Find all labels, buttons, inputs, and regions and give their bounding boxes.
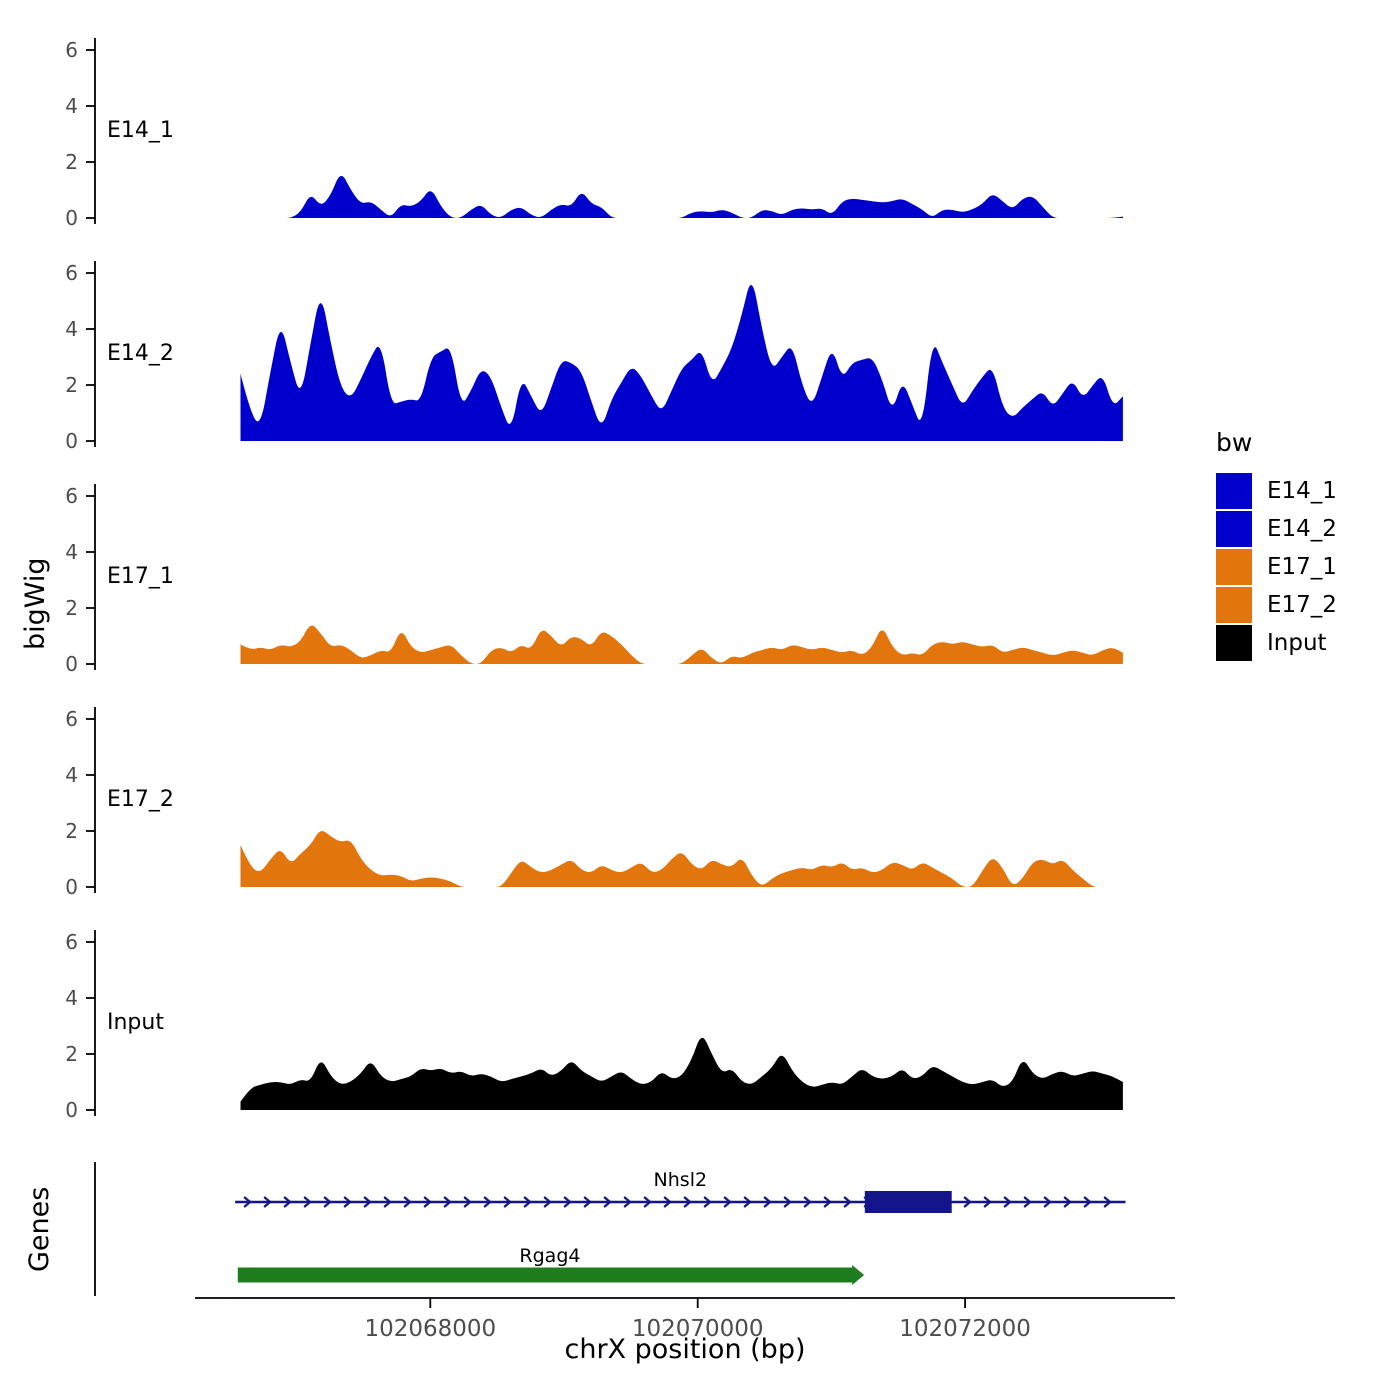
svg-text:6: 6 xyxy=(65,38,78,62)
svg-text:4: 4 xyxy=(65,540,78,564)
svg-text:4: 4 xyxy=(65,94,78,118)
legend-swatch-e17-1 xyxy=(1216,549,1252,585)
gene-label: Nhsl2 xyxy=(654,1169,708,1191)
legend: bw E14_1 E14_2 E17_1 E17_2 Input xyxy=(1216,428,1337,663)
svg-text:4: 4 xyxy=(65,317,78,341)
legend-title: bw xyxy=(1216,428,1253,457)
legend-swatch-e14-1 xyxy=(1216,473,1252,509)
track-panel-e14-2: 0 2 4 6 E14_2 xyxy=(35,255,1175,451)
track-area-chart-e14-1: 0 2 4 6 xyxy=(65,38,1123,228)
legend-label-e14-2: E14_2 xyxy=(1267,516,1337,542)
track-area-chart-e17-2: 0 2 4 6 xyxy=(65,707,1123,897)
legend-swatch-e14-2 xyxy=(1216,511,1252,547)
track-area-chart-e17-1: 0 2 4 6 xyxy=(65,484,1123,674)
svg-text:4: 4 xyxy=(65,763,78,787)
svg-text:2: 2 xyxy=(65,596,78,620)
legend-item-e14-2: E14_2 xyxy=(1216,511,1337,547)
svg-text:2: 2 xyxy=(65,373,78,397)
legend-swatch-input xyxy=(1216,625,1252,661)
svg-text:102070000: 102070000 xyxy=(632,1316,764,1342)
track-label-e17-1: E17_1 xyxy=(107,564,174,589)
track-label-e17-2: E17_2 xyxy=(107,787,174,812)
track-panel-e17-2: 0 2 4 6 E17_2 xyxy=(35,701,1175,897)
track-label-input: Input xyxy=(107,1010,164,1035)
x-axis-svg: 102068000 102070000 102072000 xyxy=(195,1297,1175,1342)
svg-text:0: 0 xyxy=(65,875,78,897)
track-panel-input: 0 2 4 6 Input xyxy=(35,924,1175,1120)
legend-label-e17-1: E17_1 xyxy=(1267,554,1337,580)
svg-text:2: 2 xyxy=(65,1042,78,1066)
legend-item-e17-1: E17_1 xyxy=(1216,549,1337,585)
legend-swatch-e17-2 xyxy=(1216,587,1252,623)
legend-label-e14-1: E14_1 xyxy=(1267,478,1337,504)
svg-text:0: 0 xyxy=(65,652,78,674)
svg-text:2: 2 xyxy=(65,150,78,174)
legend-item-e17-2: E17_2 xyxy=(1216,587,1337,623)
track-label-e14-2: E14_2 xyxy=(107,341,174,366)
svg-text:0: 0 xyxy=(65,429,78,451)
legend-item-e14-1: E14_1 xyxy=(1216,473,1337,509)
legend-label-e17-2: E17_2 xyxy=(1267,592,1337,618)
genes-panel: Nhsl2 Rgag4 xyxy=(0,1150,1400,1300)
svg-text:102068000: 102068000 xyxy=(364,1316,496,1342)
track-panel-e14-1: 0 2 4 6 E14_1 xyxy=(35,32,1175,228)
legend-item-input: Input xyxy=(1216,625,1337,661)
svg-text:6: 6 xyxy=(65,707,78,731)
track-label-e14-1: E14_1 xyxy=(107,118,174,143)
x-axis: 102068000 102070000 102072000 xyxy=(0,1296,1400,1382)
legend-label-input: Input xyxy=(1267,630,1327,656)
svg-text:4: 4 xyxy=(65,986,78,1010)
svg-text:102072000: 102072000 xyxy=(899,1316,1031,1342)
svg-text:0: 0 xyxy=(65,206,78,228)
gene-label: Rgag4 xyxy=(519,1245,580,1267)
svg-text:2: 2 xyxy=(65,819,78,843)
genes-track: Nhsl2 Rgag4 xyxy=(94,1162,1126,1296)
svg-text:0: 0 xyxy=(65,1098,78,1120)
track-area-chart-e14-2: 0 2 4 6 xyxy=(65,261,1123,451)
x-axis-title: chrX position (bp) xyxy=(564,1334,806,1365)
track-panel-e17-1: 0 2 4 6 E17_1 xyxy=(35,478,1175,674)
track-area-chart-input: 0 2 4 6 xyxy=(65,930,1123,1120)
svg-text:6: 6 xyxy=(65,261,78,285)
svg-text:6: 6 xyxy=(65,484,78,508)
svg-text:6: 6 xyxy=(65,930,78,954)
